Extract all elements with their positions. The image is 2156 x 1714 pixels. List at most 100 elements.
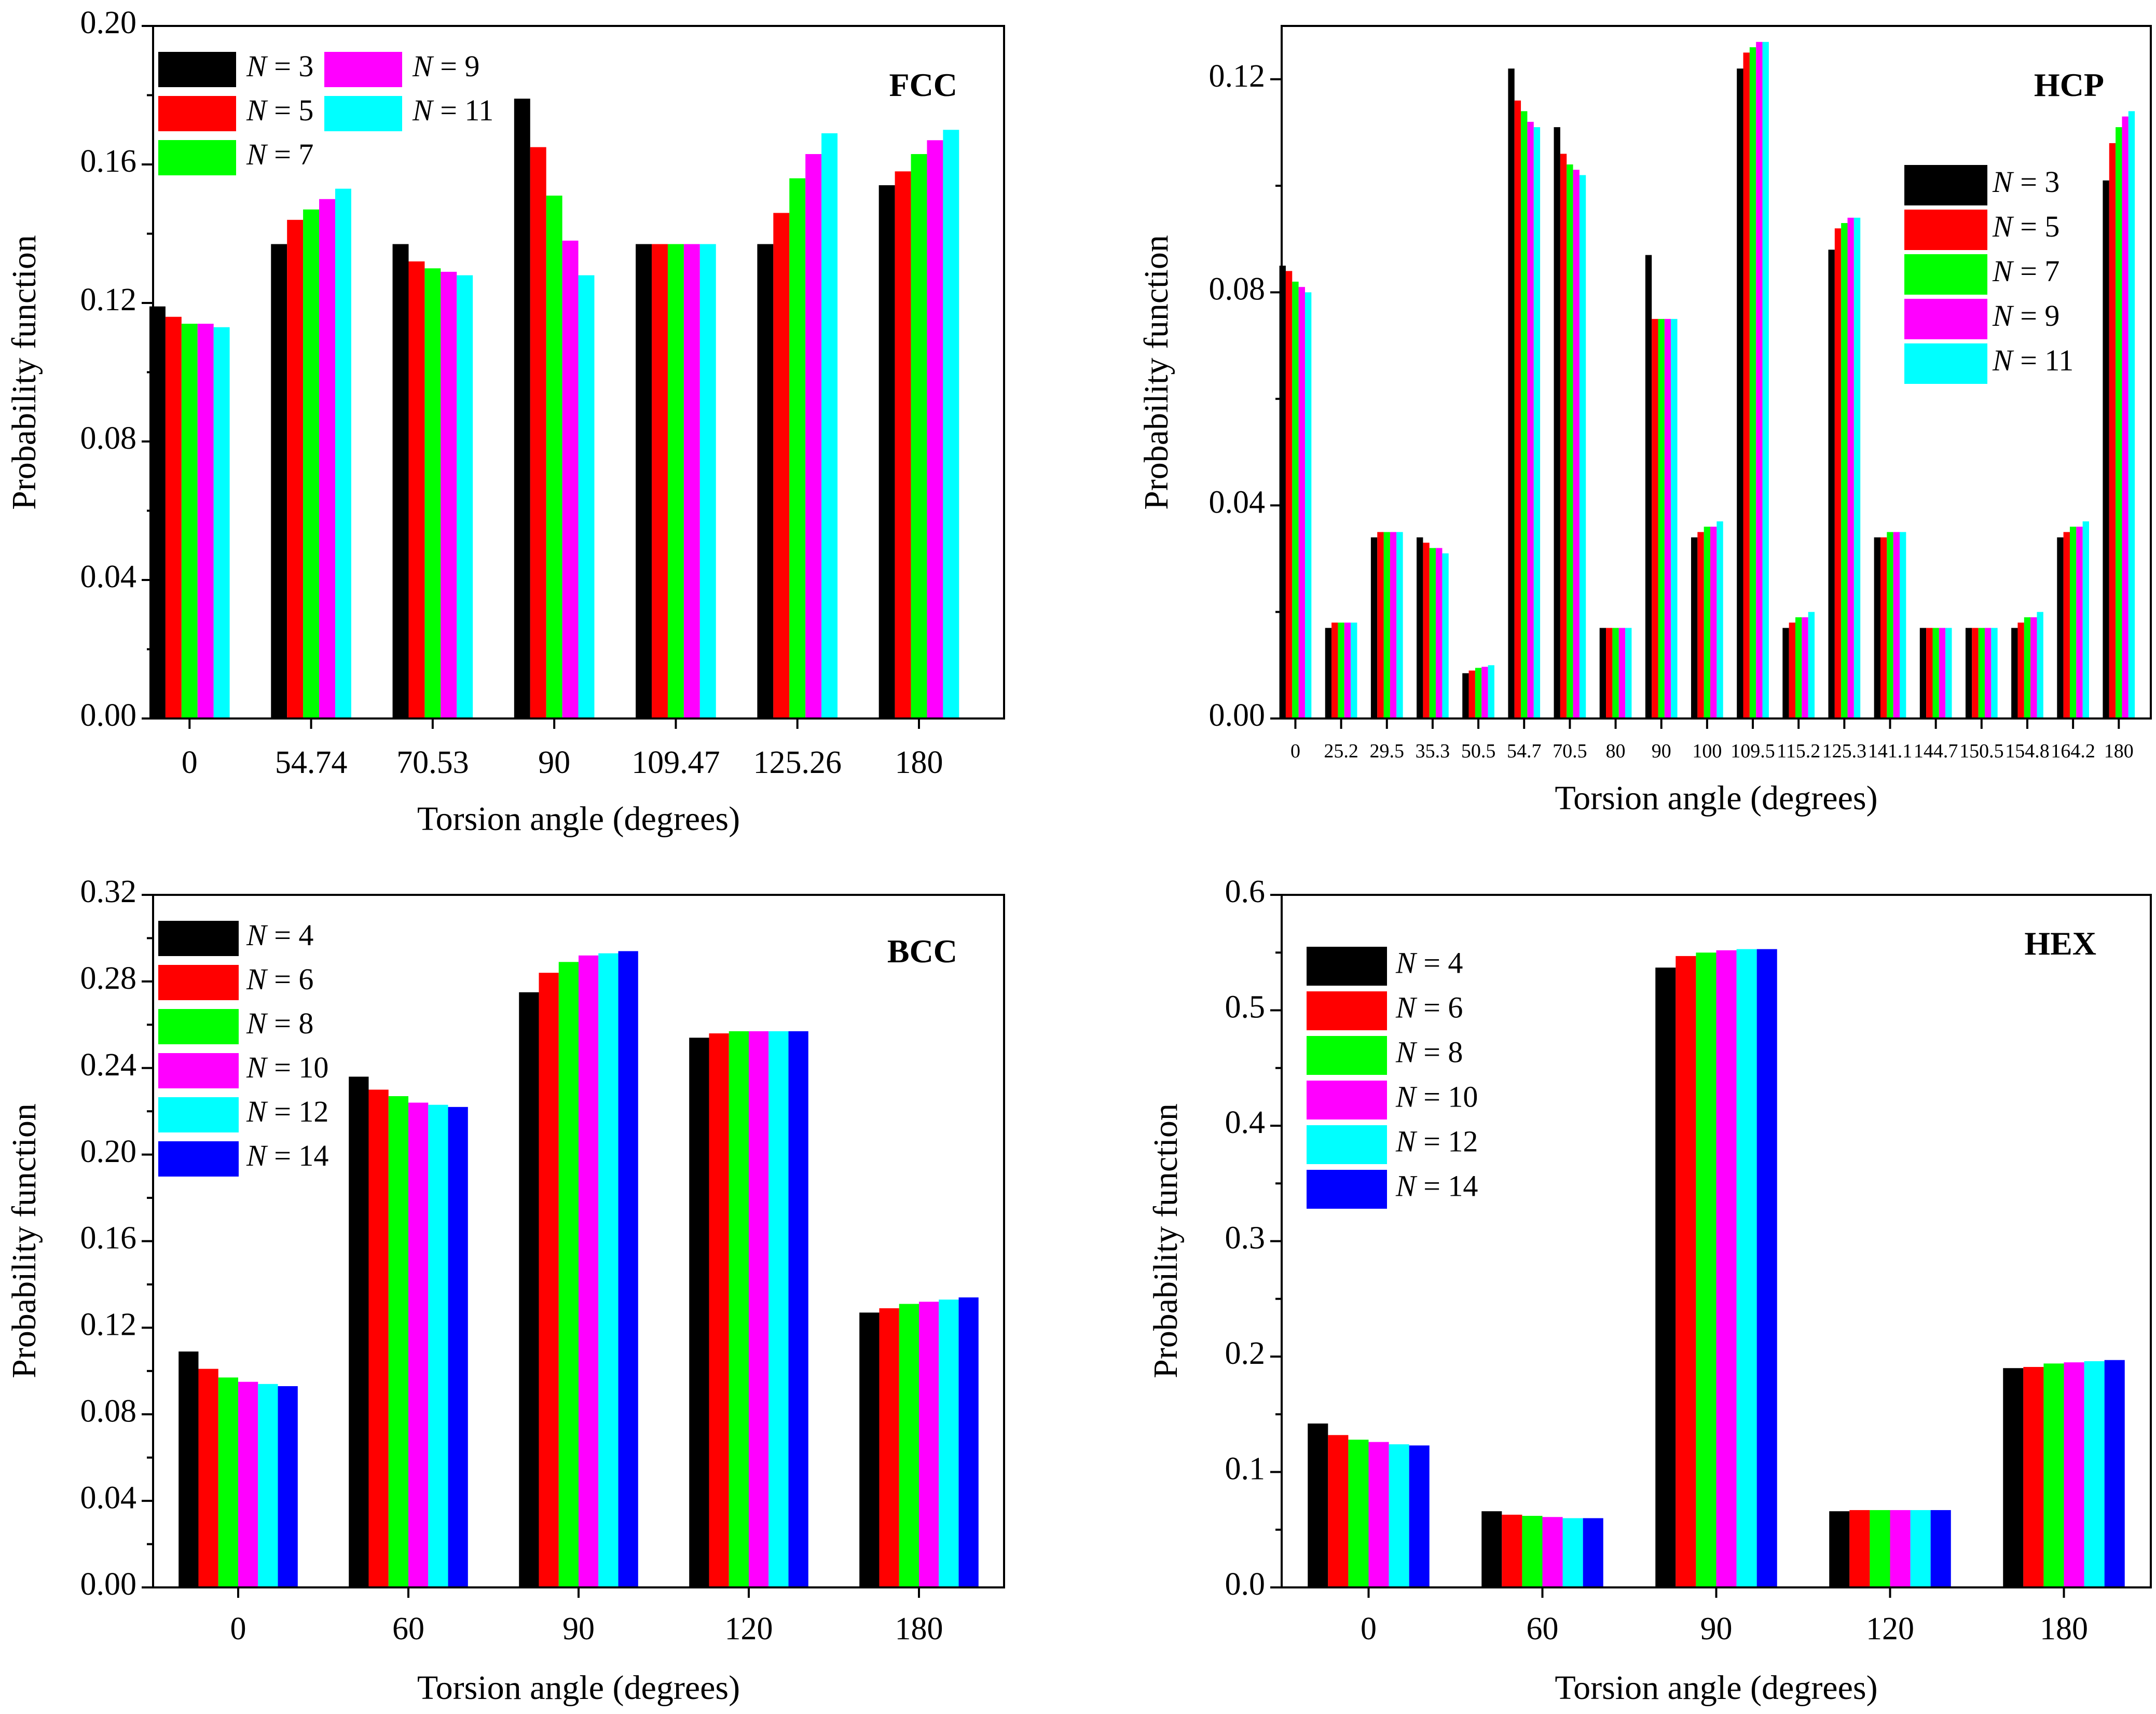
x-tick-label: 70.5 [1553,740,1587,762]
bar [1737,68,1743,718]
bar [388,1096,408,1587]
y-tick-label: 0.4 [1225,1105,1266,1140]
bar [789,178,806,719]
bar [1308,1423,1328,1587]
bar [448,1107,468,1587]
bar [1853,217,1861,718]
bar [1368,1442,1389,1587]
legend-swatch [1307,1081,1387,1119]
x-tick-label: 25.2 [1324,740,1358,762]
y-tick-label: 0.32 [80,874,137,909]
y-tick-label: 0.12 [80,282,137,317]
legend-swatch [324,96,402,131]
legend-label: N = 5 [246,93,313,127]
bar [1292,281,1299,718]
bar [197,324,214,718]
bar [441,271,457,718]
bar [178,1351,199,1587]
legend-swatch [1307,1036,1387,1075]
y-tick-label: 0.3 [1225,1221,1266,1256]
bar [927,140,943,718]
x-tick-label: 154.8 [2005,740,2050,762]
bar [2024,617,2031,718]
bar [1789,623,1796,718]
bar [1874,537,1880,718]
bar [181,324,198,718]
bar [2069,527,2077,718]
bar [335,188,351,719]
bar [1900,532,1906,718]
bar [1945,628,1952,718]
x-axis-label: Torsion angle (degrees) [417,1669,740,1707]
bar [1573,170,1580,718]
panel-title: BCC [887,933,957,970]
bar [1423,543,1430,718]
legend-label: N = 8 [1395,1035,1463,1069]
bar [1298,287,1305,718]
bar [1567,164,1573,718]
bar [1429,548,1436,718]
legend-swatch [324,52,402,87]
y-tick-label: 0.08 [80,421,137,456]
bar [1704,527,1711,718]
bar [1849,1510,1870,1587]
bar [1599,628,1606,718]
bar [1645,255,1652,719]
legend-label: N = 3 [246,49,313,83]
x-tick-label: 80 [1606,740,1626,762]
bar [709,1033,729,1587]
legend-swatch [158,965,239,1000]
legend-swatch [1904,254,1987,295]
bar [368,1089,389,1587]
bar [1285,271,1293,718]
bar [287,219,304,718]
legend-label: N = 8 [246,1006,313,1040]
bar [1468,670,1475,718]
bar [278,1386,298,1587]
bar [165,316,182,718]
legend-swatch [158,921,239,956]
bar [821,133,838,718]
legend-label: N = 10 [1395,1080,1478,1114]
bar [1978,628,1985,718]
legend-label: N = 10 [246,1050,328,1084]
bar [2043,1363,2064,1587]
bar [579,955,599,1587]
panel-hex: 0.0 0.1 0.2 0.3 0.4 0.5 0.6 0 60 90 120 180 Torsion … [1147,874,2152,1707]
bar [911,154,927,719]
bar [519,992,539,1587]
bar [1847,217,1854,718]
legend-swatch [1904,210,1987,250]
bar [1377,532,1384,718]
bar [1554,127,1560,718]
x-tick-label: 35.3 [1416,740,1450,762]
bar [1965,628,1972,718]
bar [1348,1440,1369,1587]
bar [2104,1360,2125,1587]
bar [1880,537,1887,718]
x-tick-label: 0 [230,1611,246,1647]
bar [1829,1511,1850,1587]
bar [1910,1510,1931,1587]
bar [1328,1435,1349,1587]
bar [699,244,716,718]
x-tick-label: 100 [1692,740,1722,762]
bar [1389,1444,1409,1587]
bar [2064,1362,2084,1588]
bar [1926,628,1933,718]
legend-label: N = 14 [1395,1169,1478,1203]
bar [1671,319,1678,718]
x-tick-label: 60 [392,1611,424,1647]
bar [1756,949,1777,1587]
bar [1331,623,1338,718]
legend-swatch [158,1097,239,1132]
x-tick-label: 50.5 [1461,740,1496,762]
bar [1606,628,1613,718]
x-tick-label: 150.5 [1959,740,2004,762]
bar [213,327,230,718]
legend-swatch [1307,947,1387,986]
bar [1762,42,1769,718]
bar [1743,52,1750,719]
legend-label: N = 6 [246,962,313,996]
